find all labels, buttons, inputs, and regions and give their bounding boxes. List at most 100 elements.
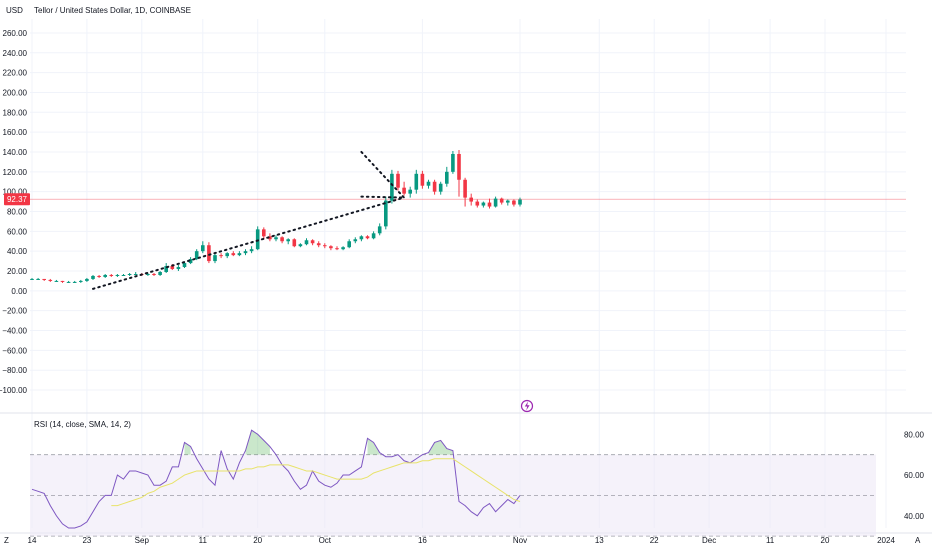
price-tick-label: −60.00 bbox=[2, 346, 27, 355]
time-tick-label: 11 bbox=[199, 536, 208, 545]
candle-body bbox=[463, 179, 467, 198]
price-badge-value: 92.37 bbox=[7, 195, 28, 204]
price-badge bbox=[4, 193, 30, 206]
candle-body bbox=[274, 237, 278, 240]
candle-body bbox=[445, 171, 449, 184]
candle-body bbox=[390, 173, 394, 201]
candle-body bbox=[499, 198, 504, 203]
candle-body bbox=[152, 273, 156, 275]
candles bbox=[30, 149, 522, 283]
candle-body bbox=[255, 229, 260, 250]
candle-body bbox=[323, 245, 327, 247]
lightning-icon[interactable] bbox=[520, 399, 534, 413]
candle-body bbox=[396, 173, 400, 188]
price-tick-label: 0.00 bbox=[11, 287, 27, 296]
trend-annotations bbox=[92, 150, 406, 290]
candle-body bbox=[469, 197, 473, 202]
rsi-tick-label: 80.00 bbox=[904, 430, 925, 439]
rsi-lines bbox=[31, 429, 521, 529]
candle-body bbox=[475, 201, 480, 206]
candle-body bbox=[414, 173, 419, 190]
candle-body bbox=[48, 279, 53, 281]
rsi-overbought-area bbox=[184, 442, 191, 455]
candle-body bbox=[426, 181, 431, 186]
price-tick-label: 260.00 bbox=[3, 29, 28, 38]
price-tick-label: 80.00 bbox=[7, 207, 28, 216]
price-tick-label: −80.00 bbox=[2, 366, 27, 375]
candle-body bbox=[518, 199, 522, 205]
candle-body bbox=[371, 233, 376, 239]
time-tick-label: Dec bbox=[702, 536, 716, 545]
candle-body bbox=[481, 202, 486, 206]
candle-body bbox=[286, 239, 290, 242]
time-tick-label: 13 bbox=[595, 536, 604, 545]
price-tick-label: 180.00 bbox=[3, 108, 28, 117]
candle-body bbox=[219, 255, 223, 257]
candle-body bbox=[103, 274, 107, 277]
price-tick-label: −40.00 bbox=[2, 327, 27, 336]
candle-body bbox=[66, 281, 71, 283]
rsi-overbought-area bbox=[428, 440, 453, 455]
candle-body bbox=[438, 183, 443, 192]
candle-body bbox=[457, 153, 461, 180]
rsi-tick-label: 60.00 bbox=[904, 471, 925, 480]
footer-left-icon[interactable]: Z bbox=[4, 536, 9, 545]
support-trendline bbox=[92, 196, 406, 290]
candle-body bbox=[231, 253, 236, 256]
candle-body bbox=[182, 263, 187, 268]
candle-body bbox=[487, 202, 492, 207]
candle-body bbox=[121, 274, 126, 276]
candle-body bbox=[329, 246, 333, 249]
price-tick-label: −100.00 bbox=[0, 386, 28, 395]
candle-body bbox=[176, 267, 181, 270]
candle-body bbox=[298, 244, 303, 247]
candle-body bbox=[42, 278, 46, 280]
candle-body bbox=[85, 278, 89, 281]
candle-body bbox=[304, 240, 309, 245]
candle-body bbox=[506, 200, 510, 203]
candle-body bbox=[97, 275, 101, 277]
time-tick-label: Oct bbox=[319, 536, 332, 545]
time-tick-label: 20 bbox=[821, 536, 830, 545]
price-tick-label: 60.00 bbox=[7, 227, 28, 236]
time-tick-label: 20 bbox=[253, 536, 262, 545]
candle-body bbox=[170, 266, 175, 270]
price-tick-label: 160.00 bbox=[3, 128, 28, 137]
candle-body bbox=[347, 241, 351, 248]
time-tick-label: 16 bbox=[418, 536, 427, 545]
time-tick-label: Sep bbox=[135, 536, 150, 545]
candle-body bbox=[451, 153, 455, 172]
candle-body bbox=[420, 173, 425, 186]
candle-body bbox=[268, 236, 272, 240]
candle-body bbox=[91, 275, 95, 279]
candle-body bbox=[133, 273, 138, 275]
price-tick-label: 120.00 bbox=[3, 168, 28, 177]
candle-body bbox=[292, 239, 297, 247]
rsi-label: RSI (14, close, SMA, 14, 2) bbox=[34, 420, 131, 429]
candle-body bbox=[60, 280, 65, 282]
candle-body bbox=[127, 273, 132, 275]
time-tick-label: Nov bbox=[513, 536, 527, 545]
candle-body bbox=[353, 239, 358, 242]
footer-right-icon[interactable]: A bbox=[915, 536, 921, 545]
candle-body bbox=[249, 249, 254, 252]
time-tick-label: 14 bbox=[28, 536, 37, 545]
price-tick-label: 140.00 bbox=[3, 148, 28, 157]
currency-label: USD bbox=[6, 6, 23, 15]
candle-body bbox=[201, 245, 205, 252]
candle-body bbox=[408, 189, 412, 194]
candle-body bbox=[341, 247, 345, 250]
axes: 260.00240.00220.00200.00180.00160.00140.… bbox=[0, 29, 925, 545]
candle-body bbox=[493, 198, 498, 207]
upper-trendline bbox=[360, 150, 406, 199]
candle-body bbox=[225, 253, 229, 257]
candle-body bbox=[30, 278, 34, 280]
rsi-bands bbox=[30, 430, 876, 537]
candle-body bbox=[36, 278, 40, 280]
rsi-overbought-area bbox=[367, 438, 380, 455]
price-tick-label: −20.00 bbox=[2, 307, 27, 316]
price-tick-label: 40.00 bbox=[7, 247, 28, 256]
candle-body bbox=[512, 200, 516, 205]
candle-body bbox=[335, 248, 339, 250]
candle-body bbox=[115, 274, 120, 276]
